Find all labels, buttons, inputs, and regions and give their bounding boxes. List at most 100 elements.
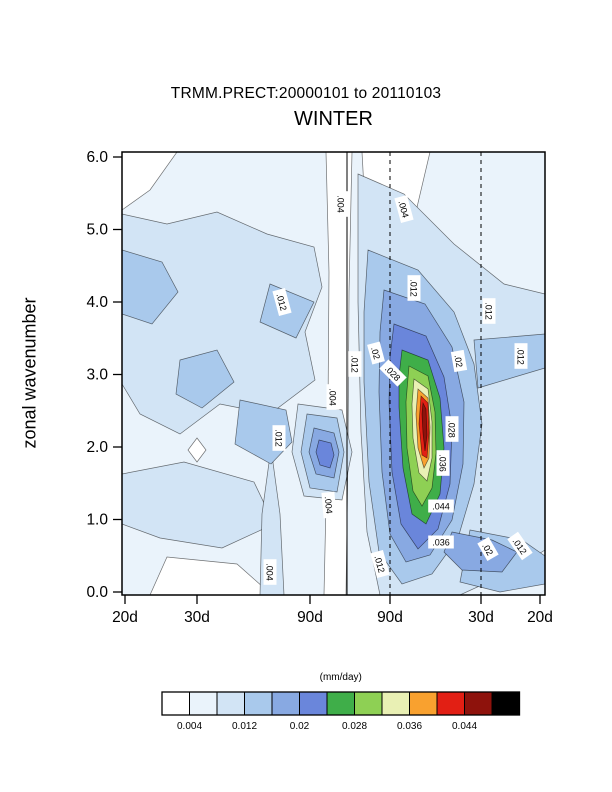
contour-label-box [428,499,454,513]
y-tick-label: 3.0 [86,367,108,384]
y-tick-label: 1.0 [86,512,108,529]
contour-label: .012 [272,287,292,317]
y-tick-label: 4.0 [86,294,108,311]
contour-plot: .004 .012 .012 .004 .004 .004 .012 .02 .028 .012.… [86,149,553,626]
contour-label: .012 [514,343,528,369]
contour-label: .004 [321,491,337,519]
contour-label-text: .036 [432,538,450,548]
colorbar-tick-label: 0.044 [452,721,477,732]
contour-label-box [507,531,533,561]
x-tick-label: 30d [184,609,210,626]
contour-label-text: .02 [452,354,464,368]
contour-label-box [321,491,337,519]
contour-region-top-left-corner [122,152,178,211]
contour-label: .044 [428,499,454,513]
contour-label-box [428,535,454,549]
contour-label-box [370,549,390,579]
colorbar-cell [216,691,245,716]
colorbar-cell [299,691,328,716]
contour-label-text: .012 [350,355,360,373]
colorbar-cell [409,691,438,716]
colorbar-cell [354,691,383,716]
colorbar-cell [326,691,355,716]
contour-label-text: .044 [432,502,450,512]
contour-label-box [272,425,286,451]
colorbar-cell [436,691,465,716]
contour-label: .02 [450,349,468,373]
contour-region-diamond-left [187,437,207,463]
contour-region-east-core-044-darkred [421,401,428,452]
contour-label-box [436,450,450,476]
colorbar-tick-label: 0.012 [232,721,257,732]
contour-label: .012 [348,351,362,377]
colorbar-cell [189,691,218,716]
colorbar-tick-label: 0.028 [342,721,367,732]
contour-region-nearzero-blob-020 [315,439,335,469]
colorbar-tick-label: 0.02 [290,721,310,732]
contour-label-text: .004 [323,496,334,514]
contour-label-text: .036 [438,454,448,472]
contour-label: .004 [394,194,414,224]
contour-label-box [367,341,385,365]
x-tick-label: 20d [527,609,553,626]
contour-label-text: .012 [484,302,494,320]
contour-region-west-edge-blob [122,249,179,325]
x-tick-label: 90d [377,609,403,626]
contour-label: .012 [370,549,390,579]
colorbar-cell [161,691,190,716]
colorbar-units-label: (mm/day) [320,672,362,683]
y-tick-label: 0.0 [86,584,108,601]
contour-region-west-band-mid [122,211,323,435]
contour-label: .004 [334,191,348,217]
contour-label-text: .028 [447,420,457,438]
contour-label: .02 [367,341,385,365]
contour-label: .004 [263,559,277,585]
contour-label-box [407,275,421,301]
contour-label-text: .004 [265,563,275,581]
x-tick-label: 30d [468,609,494,626]
colorbar: 0.004 0.012 0.02 0.028 0.036 0.044 (mm/day) [161,672,521,732]
contour-label: .036 [436,450,450,476]
contour-label-box [514,343,528,369]
contour-label-box [348,351,362,377]
contour-label-box [263,559,277,585]
contour-label-box [482,298,496,324]
contour-label: .036 [428,535,454,549]
contour-label: .012 [407,275,421,301]
plot-title: WINTER [294,108,373,130]
contour-label-box [477,537,499,561]
contour-label-text: .004 [396,199,410,219]
x-tick-label: 20d [112,609,138,626]
colorbar-cell [381,691,410,716]
plot-frame [121,151,546,596]
contour-label: .028 [445,416,459,442]
x-tick-label: 90d [297,609,323,626]
colorbar-tick-label: 0.036 [397,721,422,732]
colorbar-cell [464,691,493,716]
contour-label-text: .012 [274,429,284,447]
y-tick-label: 6.0 [86,149,108,166]
contour-label: .004 [326,384,340,410]
contour-region-west-small [175,349,235,409]
contour-label-box [394,194,414,224]
contour-label-box [272,287,292,317]
contour-label-text: .004 [336,195,346,213]
contour-label-box [450,349,468,373]
contour-label-text: .012 [274,292,288,312]
colorbar-frame [161,691,521,716]
contour-label-box [326,384,340,410]
contour-region-west-band-low [122,461,275,549]
contour-label-box [334,191,348,217]
colorbar-cell [491,691,520,716]
y-tick-label: 2.0 [86,439,108,456]
colorbar-tick-label: 0.004 [177,721,202,732]
contour-label-text: .004 [328,388,338,406]
colorbar-cell [244,691,273,716]
contour-label-box [445,416,459,442]
contour-label-text: .012 [516,347,526,365]
contour-label-text: .012 [409,279,419,297]
contour-label-text: .02 [369,346,382,361]
contour-label: .012 [482,298,496,324]
contour-label: .02 [477,537,499,561]
